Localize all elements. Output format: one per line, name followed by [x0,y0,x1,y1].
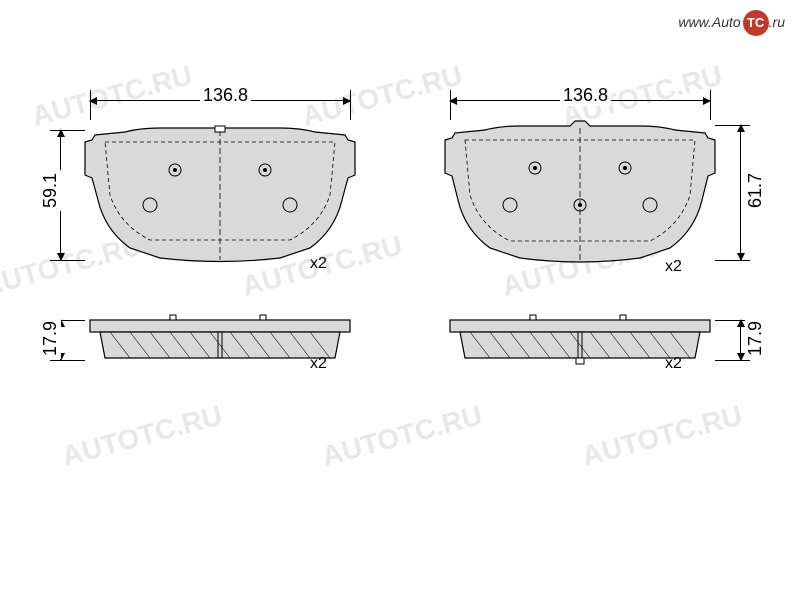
logo-badge: TC [743,10,769,36]
right-pad-face-view [440,118,730,273]
thickness-label: 17.9 [745,318,766,359]
ext-line [450,90,451,120]
hole-center [173,168,177,172]
right-pad-side-view [440,310,730,370]
pin [170,315,176,320]
hole-center [263,168,267,172]
ext-line [710,90,711,120]
hole-center [578,203,582,207]
qty-label-face: x2 [665,258,682,276]
ext-line [350,90,351,120]
width-label: 136.8 [200,85,251,106]
logo-suffix: .ru [769,14,785,30]
qty-label-side: x2 [665,355,682,373]
height-label: 61.7 [745,170,766,211]
qty-label-face: x2 [310,255,327,273]
width-label: 136.8 [560,85,611,106]
ext-line [90,90,91,120]
technical-drawing: 136.8 59.1 x2 17.9 [20,60,780,560]
thickness-dim-line [740,320,741,360]
backing-plate [450,320,710,332]
height-label: 59.1 [40,170,61,211]
logo-prefix: www.Auto [678,14,740,30]
hole-center [623,166,627,170]
top-notch [215,126,225,132]
qty-label-side: x2 [310,355,327,373]
site-logo: www.AutoTC.ru [678,10,785,36]
pin [530,315,536,320]
left-pad-face-view [80,120,370,270]
backing-plate [90,320,350,332]
hole-center [533,166,537,170]
pin [620,315,626,320]
pin [260,315,266,320]
thickness-label: 17.9 [40,318,61,359]
bottom-pin [576,358,584,364]
height-dim-line [740,125,741,260]
